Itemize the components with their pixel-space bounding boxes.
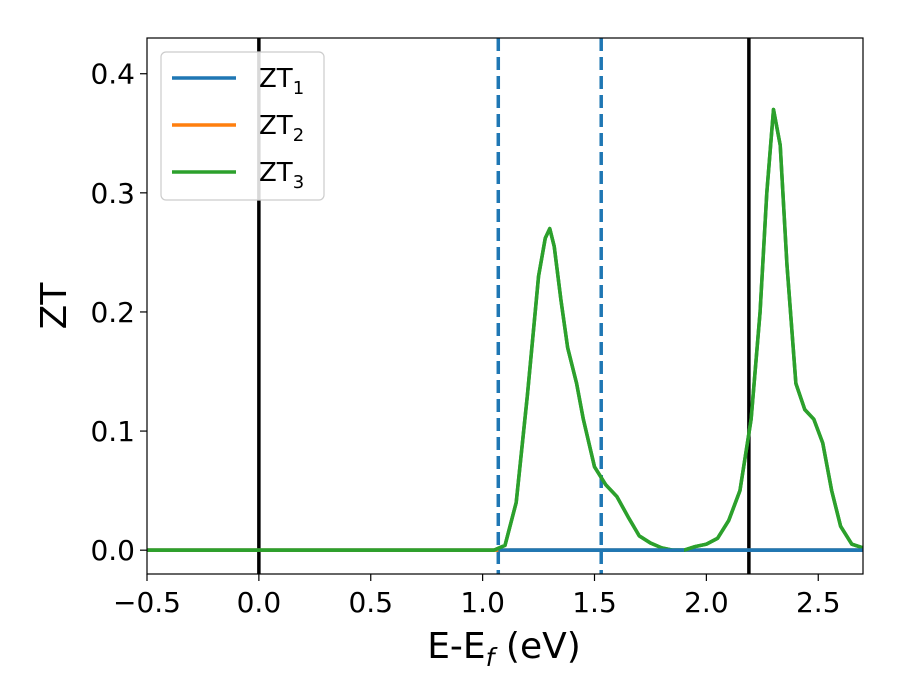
legend: ZT1 ZT2 ZT3: [160, 51, 325, 201]
legend-label: ZT1: [259, 64, 304, 99]
plot-frame: [146, 37, 864, 575]
legend-label: ZT3: [259, 158, 304, 193]
x-tick-label: 2.5: [796, 586, 841, 619]
x-tick-label: 1.5: [572, 586, 617, 619]
y-tick-label: 0.1: [90, 415, 135, 448]
axes: −0.5 0.0 0.5 1.0 1.5 2.0 2.5 0.0 0.1 0.2 0.3 0.4: [90, 37, 864, 619]
x-axis-label: E-Ef (eV): [427, 626, 581, 672]
y-tick-label: 0.0: [90, 534, 135, 567]
plot-area: [147, 38, 863, 574]
legend-box: [160, 51, 325, 201]
y-tick-label: 0.2: [90, 296, 135, 329]
legend-label: ZT2: [259, 111, 304, 146]
x-tick-label: 1.0: [460, 586, 505, 619]
x-tick-label: 2.0: [684, 586, 729, 619]
x-tick-label: 0.5: [348, 586, 393, 619]
y-axis-label: ZT: [34, 282, 75, 330]
x-tick-label: −0.5: [113, 586, 181, 619]
x-tick-label: 0.0: [237, 586, 282, 619]
y-tick-label: 0.4: [90, 58, 135, 91]
y-tick-label: 0.3: [90, 177, 135, 210]
